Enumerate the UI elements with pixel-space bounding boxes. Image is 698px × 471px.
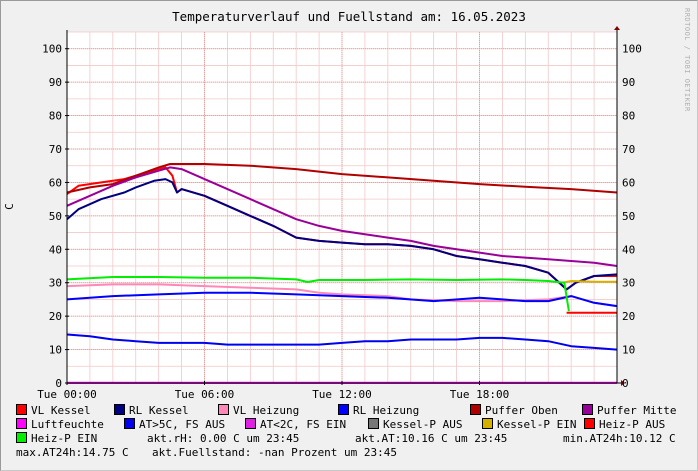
legend-label: VL Heizung [233, 404, 300, 417]
legend-label: Heiz-P AUS [599, 418, 666, 431]
series-line-4 [66, 291, 618, 308]
y-tick-label: 30 [49, 277, 62, 290]
legend-swatch [114, 404, 125, 415]
y-tick-label: 10 [49, 344, 62, 357]
legend-label: Kessel-P EIN [497, 418, 577, 431]
x-tick-label: Tue 18:00 [450, 388, 510, 401]
y-tick-label: 0 [55, 377, 62, 390]
legend-swatch [584, 418, 595, 429]
x-tick-label: Tue 00:00 [37, 388, 97, 401]
legend-item: Kessel-P EIN [482, 418, 576, 431]
legend-item: Heiz-P AUS [584, 418, 665, 431]
legend-swatch [470, 404, 481, 415]
x-axis-arrow [621, 380, 625, 386]
legend-swatch [482, 418, 493, 429]
legend-swatch [124, 418, 135, 429]
legend-swatch [582, 404, 593, 415]
y-tick-label-right: 20 [622, 310, 635, 323]
legend-item: RL Heizung [338, 404, 419, 417]
x-tick-label: Tue 06:00 [175, 388, 235, 401]
y-tick-label: 20 [49, 310, 62, 323]
watermark: RRDTOOL / TOBI OETIKER [683, 8, 691, 112]
series-line-2 [66, 178, 618, 291]
legend-label: Puffer Oben [485, 404, 558, 417]
y-tick-label-right: 40 [622, 243, 635, 256]
legend-item: Kessel-P AUS [368, 418, 462, 431]
chart-title: Temperaturverlauf und Fuellstand am: 16.… [172, 9, 526, 24]
legend-item: Puffer Mitte [582, 404, 676, 417]
legend-label: Kessel-P AUS [383, 418, 463, 431]
y-tick-label: 90 [49, 76, 62, 89]
series-line-6 [66, 166, 618, 267]
x-tick-label: Tue 12:00 [312, 388, 372, 401]
legend-item: RL Kessel [114, 404, 189, 417]
series-line-8 [66, 333, 618, 351]
legend-swatch [368, 418, 379, 429]
y-tick-label: 70 [49, 143, 62, 156]
legend-item: AT<2C, FS EIN [245, 418, 346, 431]
y-tick-label: 100 [42, 43, 62, 56]
legend-item: VL Kessel [16, 404, 91, 417]
legend-item: AT>5C, FS AUS [124, 418, 225, 431]
y-tick-label-right: 70 [622, 143, 635, 156]
legend-item: Puffer Oben [470, 404, 558, 417]
legend-label: AT>5C, FS AUS [139, 418, 226, 431]
y-tick-label-right: 10 [622, 344, 635, 357]
legend-label: Luftfeuchte [31, 418, 104, 431]
y-tick-label-right: 60 [622, 176, 635, 189]
y-tick-label: 50 [49, 210, 62, 223]
legend-swatch [218, 404, 229, 415]
series-line-11 [561, 280, 617, 284]
info-fuellstand: akt.Fuellstand: -nan Prozent um 23:45 [152, 446, 398, 459]
legend-item: VL Heizung [218, 404, 299, 417]
series-line-5 [66, 163, 618, 194]
legend-swatch [16, 432, 27, 443]
y-tick-label-right: 90 [622, 76, 635, 89]
legend-swatch [16, 404, 27, 415]
legend-label: VL Kessel [31, 404, 91, 417]
y-axis-arrow [614, 26, 620, 30]
y-tick-label: 60 [49, 176, 62, 189]
info-at: akt.AT:10.16 C um 23:45 [355, 432, 508, 445]
y-tick-label-right: 30 [622, 277, 635, 290]
y-tick-label: 80 [49, 110, 62, 123]
legend-label: RL Kessel [129, 404, 189, 417]
legend-swatch [245, 418, 256, 429]
info-min: min.AT24h:10.12 C [563, 432, 676, 445]
legend-label: Puffer Mitte [597, 404, 677, 417]
legend-label: AT<2C, FS EIN [260, 418, 347, 431]
legend-label: RL Heizung [353, 404, 420, 417]
y-tick-label-right: 100 [622, 43, 642, 56]
series-line-13 [66, 276, 570, 312]
legend-swatch [338, 404, 349, 415]
legend-swatch [16, 418, 27, 429]
legend-item: Luftfeuchte [16, 418, 104, 431]
y-tick-label-right: 50 [622, 210, 635, 223]
y-tick-label-right: 80 [622, 110, 635, 123]
y-tick-label-right: 0 [622, 377, 629, 390]
y-tick-label: 40 [49, 243, 62, 256]
info-rh: akt.rH: 0.00 C um 23:45 [147, 432, 300, 445]
info-max: max.AT24h:14.75 C [16, 446, 129, 459]
legend-label: Heiz-P EIN [31, 432, 98, 445]
legend-item: Heiz-P EIN [16, 432, 97, 445]
